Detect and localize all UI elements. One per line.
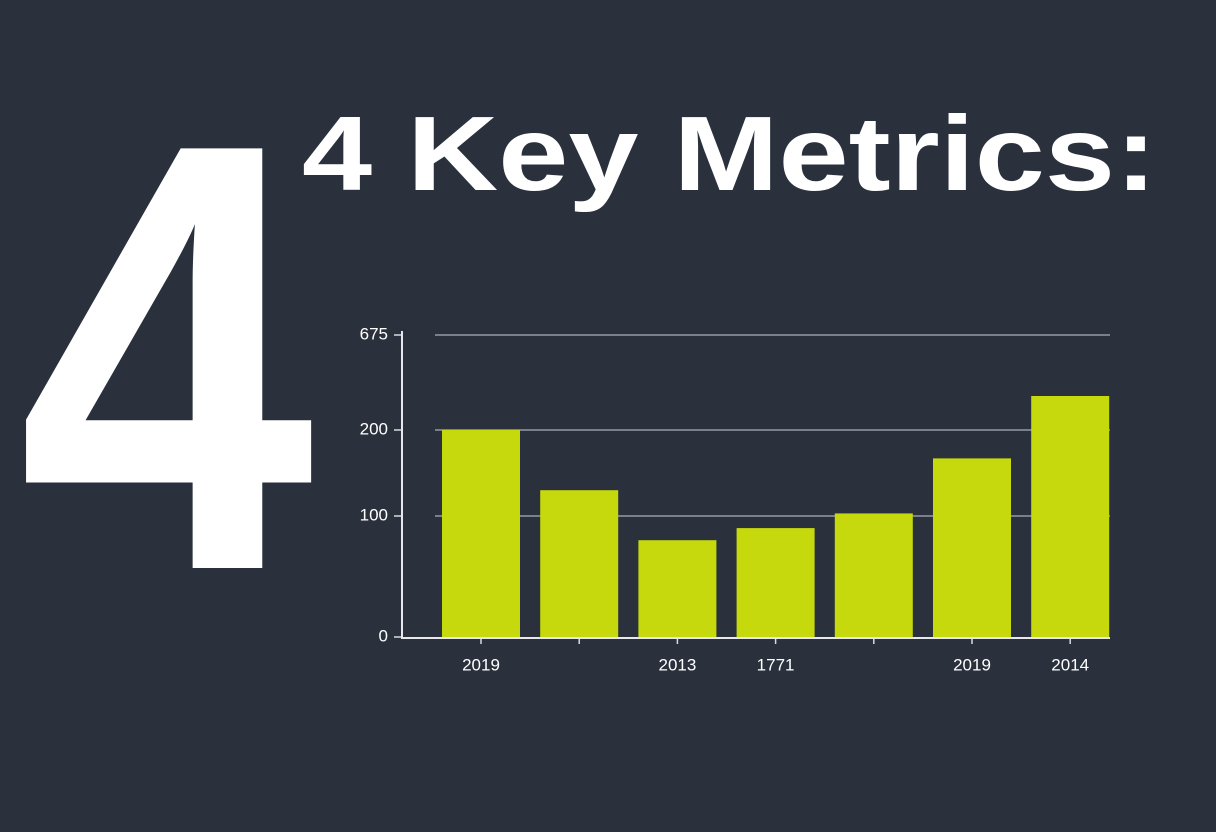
x-tick-label: 2019 [953, 655, 991, 674]
bar [638, 540, 717, 637]
y-tick-label: 200 [360, 419, 388, 438]
x-tick-label: 2014 [1051, 655, 1089, 674]
bar [540, 490, 619, 637]
bar [834, 513, 913, 637]
x-tick-label: 2013 [658, 655, 696, 674]
y-tick-label: 100 [360, 505, 388, 524]
x-tick-label: 1771 [757, 655, 795, 674]
y-tick-label: 0 [379, 626, 388, 645]
big-number: 4 [18, 17, 317, 698]
x-tick-label: 2019 [462, 655, 500, 674]
chart-title: 4 Key Metrics: [302, 95, 1157, 213]
bar [442, 429, 520, 637]
bar [736, 528, 815, 637]
y-tick-label: 675 [360, 324, 388, 343]
bar [933, 458, 1011, 637]
bar [1031, 396, 1110, 637]
